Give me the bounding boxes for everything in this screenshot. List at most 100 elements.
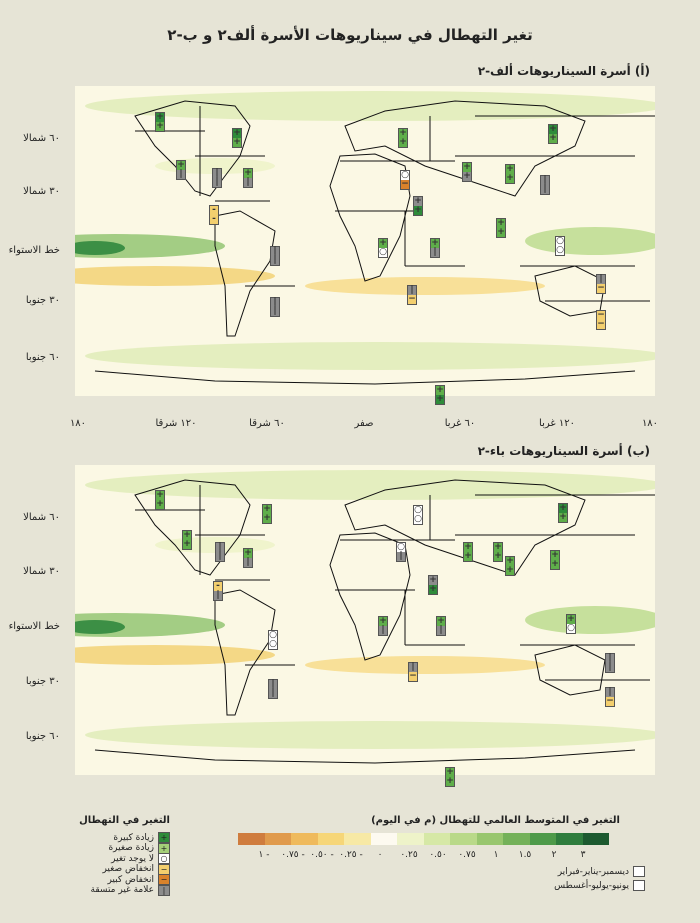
season-symbol: + xyxy=(549,124,557,134)
region-symbol-cell: - | xyxy=(213,581,223,601)
north-america-outline xyxy=(134,479,251,576)
lat-label: ٣٠ شمالا xyxy=(23,186,60,197)
season-symbol: | xyxy=(409,663,417,672)
region-symbol-cell: | | xyxy=(270,297,280,317)
scale-label: - ٠.٥٠ xyxy=(310,850,334,860)
region-symbol-cell: + + xyxy=(155,112,165,132)
season-symbol: − xyxy=(401,179,409,189)
region-symbol-cell: ○ ○ xyxy=(268,630,278,650)
lat-label: ٣٠ جنوبا xyxy=(25,676,60,687)
symbol-swatch: − xyxy=(158,863,170,875)
scale-swatch xyxy=(476,833,503,845)
region-symbol-cell: + + xyxy=(493,542,503,562)
scale-swatch xyxy=(582,833,609,845)
scale-swatch xyxy=(238,833,265,845)
season-symbol: − xyxy=(408,294,416,304)
world-map-svg xyxy=(75,470,655,764)
lat-label: ٦٠ شمالا xyxy=(23,133,60,144)
symbol-legend-item: + زيادة صغيرة xyxy=(108,842,170,854)
antarctica-outline xyxy=(94,749,636,764)
region-symbol-cell: + | xyxy=(430,238,440,258)
symbol-legend-item: − انخفاض صغير xyxy=(102,863,170,875)
lon-label: ٦٠ غربا xyxy=(444,418,476,429)
season-symbol: − xyxy=(409,671,417,681)
season-symbol: + xyxy=(494,542,502,552)
wet-band xyxy=(85,721,655,749)
season-symbol: | xyxy=(397,552,405,561)
season-symbol: | xyxy=(408,286,416,295)
south-america-outline xyxy=(214,589,276,716)
season-symbol: ○ xyxy=(379,247,387,257)
season-symbol: + xyxy=(506,173,514,183)
dry-band xyxy=(305,656,545,674)
region-symbol-cell: + + xyxy=(428,575,438,595)
lat-label: خط الاستواء xyxy=(8,621,60,632)
season-symbol: | xyxy=(606,654,614,663)
region-symbol-cell: ○ ○ xyxy=(413,505,423,525)
season-symbol: | xyxy=(271,307,279,316)
season-symbol: + xyxy=(551,550,559,560)
season-symbol: + xyxy=(399,128,407,138)
scale-label: - ٠.٧٥ xyxy=(281,850,305,860)
season-symbol: + xyxy=(464,542,472,552)
season-symbol: + xyxy=(464,551,472,561)
season-symbol: ○ xyxy=(556,236,564,246)
region-symbol-cell: | − xyxy=(407,285,417,305)
symbols-legend-title: التغير في التهطال xyxy=(79,815,170,826)
north-america-outline xyxy=(134,100,251,197)
scale-legend-title: التغير في المتوسط العالمي للتهطال (م في … xyxy=(371,815,620,826)
season-symbol: | xyxy=(269,689,277,698)
region-symbol-cell: + + xyxy=(413,196,423,216)
scale-swatch xyxy=(423,833,450,845)
scale-swatch xyxy=(370,833,397,845)
region-symbol-cell: + + xyxy=(462,162,472,182)
panel-a-title: (أ) أسرة السيناريوهات ألف-٢ xyxy=(477,64,650,78)
scale-swatch xyxy=(344,833,371,845)
symbol-label: لا يوجد تغير xyxy=(111,853,154,864)
season-symbol: | xyxy=(271,247,279,256)
season-swatch xyxy=(633,880,645,891)
symbol-swatch: | xyxy=(158,884,170,896)
region-symbol-cell: + | xyxy=(243,548,253,568)
region-symbol-cell: + + xyxy=(558,503,568,523)
symbol-label: انخفاض صغير xyxy=(102,864,154,874)
wet-band xyxy=(525,606,655,634)
season-symbol: | xyxy=(271,298,279,307)
season-symbol: - xyxy=(210,206,218,215)
region-symbol-cell: + + xyxy=(496,218,506,238)
lon-label: ١٢٠ شرقا xyxy=(155,418,197,429)
season-symbol: + xyxy=(446,776,454,786)
lon-label: ١٨٠ xyxy=(69,418,87,429)
season-symbol: + xyxy=(551,559,559,569)
scale-label: ٠.٥٠ xyxy=(429,850,447,860)
season-symbol: + xyxy=(567,614,575,624)
wet-band xyxy=(85,91,655,121)
symbol-legend-item: ○ لا يوجد تغير xyxy=(111,853,170,864)
season-label: يونيو-يوليو-أغسطس xyxy=(554,880,629,891)
symbol-label: زيادة صغيرة xyxy=(108,843,154,853)
region-symbol-cell: ○ ○ xyxy=(555,236,565,256)
scale-label: ٠.٧٥ xyxy=(458,850,476,860)
season-legend-djf: ديسمبر-يناير-فبراير xyxy=(558,866,645,877)
world-map-svg xyxy=(75,91,655,385)
africa-outline xyxy=(329,532,411,661)
region-symbol-cell: + | xyxy=(436,616,446,636)
region-symbol-cell: + + xyxy=(182,530,192,550)
dry-band xyxy=(305,277,545,295)
scale-label: - ١ xyxy=(258,850,270,860)
season-symbol: + xyxy=(177,160,185,170)
region-symbol-cell: + | xyxy=(243,168,253,188)
season-symbol: + xyxy=(263,504,271,514)
dry-band xyxy=(75,266,275,286)
region-symbol-cell: + + xyxy=(435,385,445,405)
season-symbol: + xyxy=(399,137,407,147)
region-symbol-cell: + | xyxy=(378,616,388,636)
season-symbol: + xyxy=(379,238,387,248)
season-symbol: + xyxy=(559,512,567,522)
region-symbol-cell: | | xyxy=(540,175,550,195)
lat-label: ٣٠ جنوبا xyxy=(25,295,60,306)
wet-core xyxy=(75,620,125,634)
season-symbol: + xyxy=(446,767,454,777)
symbol-swatch: − xyxy=(158,874,170,885)
wet-band xyxy=(85,470,655,500)
